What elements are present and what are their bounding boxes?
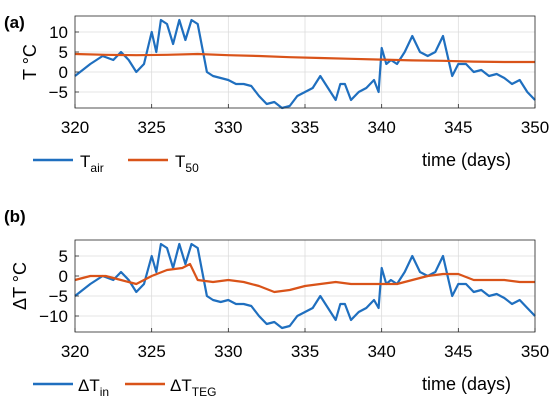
legend-a-entry-2: T50 (175, 152, 199, 175)
x-tick-label: 335 (291, 342, 319, 361)
x-tick-label: 350 (521, 342, 549, 361)
panel-a-xlabel: time (days) (422, 150, 511, 170)
legend-b-entry-2: ΔTTEG (170, 376, 216, 399)
panel-b-xlabel: time (days) (422, 374, 511, 394)
series-line-1 (74, 18, 536, 110)
panel-b-label: (b) (4, 207, 26, 226)
series-line-2 (74, 262, 535, 294)
panel-b-series (74, 242, 536, 330)
x-tick-label: 320 (61, 342, 89, 361)
x-tick-label: 335 (291, 118, 319, 137)
y-tick-label: −5 (49, 83, 68, 102)
y-tick-label: 0 (59, 63, 68, 82)
panel-b-ticks: 320 325 330 335 340 345 350 −10−505 (39, 247, 549, 361)
x-tick-label: 320 (61, 118, 89, 137)
x-tick-label: 350 (521, 118, 549, 137)
x-tick-label: 345 (444, 118, 472, 137)
x-tick-label: 340 (367, 118, 395, 137)
panel-b-ylabel: ΔT °C (10, 262, 30, 310)
series-line-2 (74, 52, 535, 64)
x-tick-label: 325 (137, 118, 165, 137)
panel-b: (b) 320 325 330 335 340 345 350 −10−505 ΔT °C t… (4, 207, 549, 399)
x-tick-label: 340 (367, 342, 395, 361)
panel-a-series (74, 18, 536, 110)
panel-b-legend: ΔTin ΔTTEG (33, 376, 216, 399)
x-tick-label: 345 (444, 342, 472, 361)
y-tick-label: 0 (59, 267, 68, 286)
legend-a-entry-1: Tair (80, 152, 104, 175)
y-tick-label: 10 (49, 23, 68, 42)
legend-b-entry-1: ΔTin (78, 376, 109, 399)
x-tick-label: 330 (214, 342, 242, 361)
y-tick-label: 5 (59, 43, 68, 62)
x-tick-label: 330 (214, 118, 242, 137)
y-tick-label: −5 (49, 287, 68, 306)
x-tick-label: 325 (137, 342, 165, 361)
y-tick-label: −10 (39, 307, 68, 326)
panel-a-legend: Tair T50 (33, 152, 199, 175)
panel-a-label: (a) (4, 13, 25, 32)
panel-a-ylabel: T °C (20, 44, 40, 80)
y-tick-label: 5 (59, 247, 68, 266)
series-line-1 (74, 242, 536, 330)
